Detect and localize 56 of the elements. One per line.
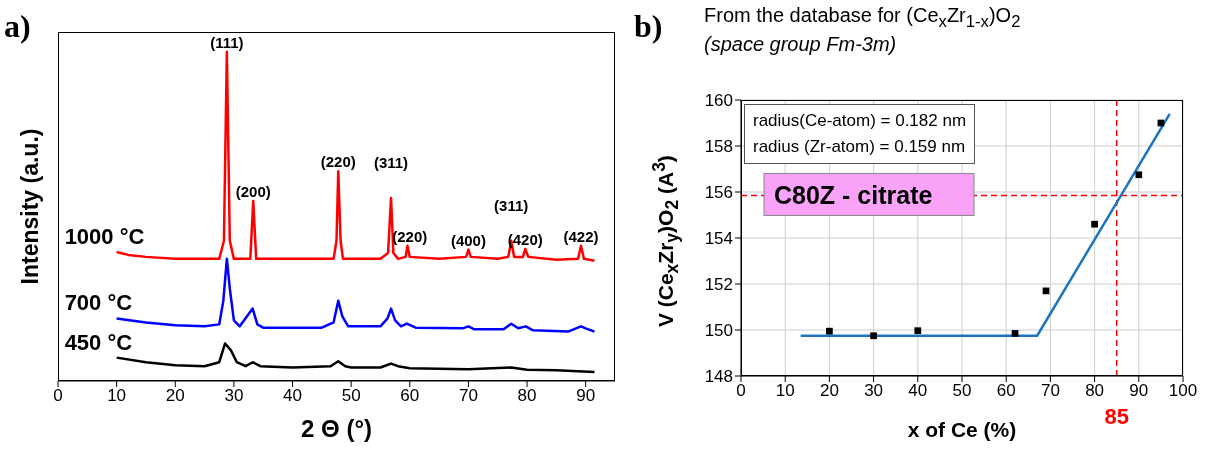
annotation: (111) (210, 33, 244, 51)
series-label: 450 °C (64, 329, 133, 355)
point (870, 332, 877, 340)
x-tick-label: 70 (1040, 381, 1060, 401)
annotation: (400) (450, 231, 486, 249)
x-tick-label: 70 (458, 386, 478, 406)
x-tick-label: 20 (819, 381, 839, 401)
point (1011, 330, 1019, 337)
y-tick-label: 160 (704, 91, 733, 111)
annotation: (420) (507, 230, 543, 248)
y-tick-label: 150 (704, 321, 733, 341)
y-tick-label: 148 (704, 367, 733, 387)
y-axis-title: Intensity (a.u.) (16, 128, 43, 284)
x-tick-label: 40 (908, 381, 928, 401)
annotation: radius (Zr-atom) = 0.159 nm (753, 136, 967, 158)
y-tick-label: 158 (704, 137, 733, 157)
x-tick-label: 20 (165, 386, 185, 406)
x-tick-label: 40 (283, 386, 302, 406)
x-tick-label: 10 (775, 381, 795, 401)
x-tick-label: 0 (53, 386, 63, 406)
point (914, 327, 922, 335)
x-tick-label: 60 (400, 386, 420, 406)
annotation: (220) (320, 153, 356, 171)
x-tick-label: 30 (224, 386, 244, 406)
x-tick-label: 80 (1085, 381, 1105, 401)
x-tick-label: 50 (952, 381, 972, 401)
text: b) (634, 8, 663, 45)
ref-line-label: C80Z - citrate (774, 181, 933, 210)
x-tick-label: 10 (107, 386, 127, 406)
point (826, 327, 833, 335)
x-axis-title: 2 Θ (°) (300, 415, 373, 443)
x-tick-label: 100 (1168, 381, 1198, 401)
y-tick-label: 154 (704, 229, 733, 249)
ref-line-label: 85 (1104, 404, 1129, 429)
x-axis-title: x of Ce (%) (907, 418, 1017, 441)
x-tick-label: 30 (864, 381, 884, 401)
x-tick-label: 0 (736, 381, 746, 401)
annotation: (422) (563, 227, 599, 245)
annotation: (311) (494, 196, 529, 214)
x-tick-label: 50 (341, 386, 361, 406)
annotation: (311) (373, 153, 409, 171)
annotation: radius(Ce-atom) = 0.182 nm (753, 110, 967, 132)
chart-title: From the database for (Ce$_{x}$Zr$_{1-x}$)O$_{2}$ (704, 4, 1021, 32)
chart-subtitle: (space group Fm-3m) (704, 33, 897, 56)
point (1091, 220, 1098, 228)
annotation: (200) (235, 182, 271, 200)
x-tick-label: 90 (1129, 381, 1149, 401)
series-label: 700 °C (64, 290, 133, 316)
y-tick-label: 152 (704, 275, 733, 295)
x-tick-label: 80 (517, 386, 537, 406)
x-tick-label: 90 (576, 386, 596, 406)
x-tick-label: 60 (996, 381, 1016, 401)
point (1135, 171, 1143, 179)
text: a) (4, 8, 31, 45)
y-tick-label: 156 (704, 183, 733, 203)
series-label: 1000 °C (64, 223, 145, 249)
